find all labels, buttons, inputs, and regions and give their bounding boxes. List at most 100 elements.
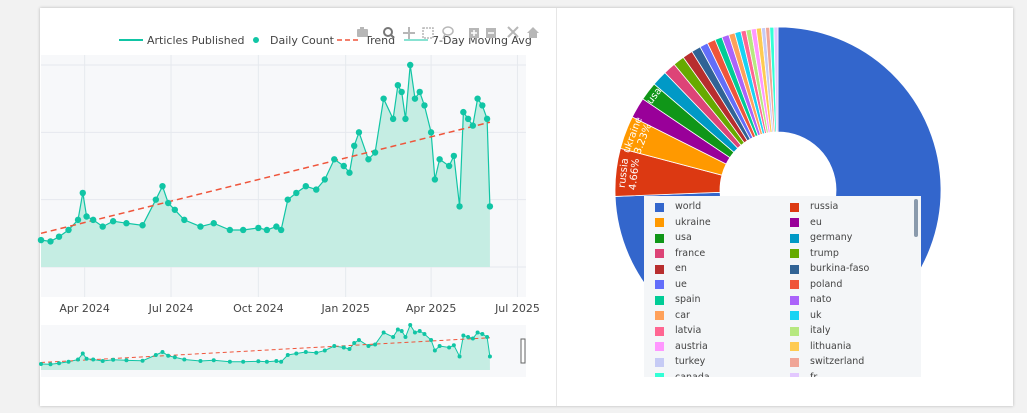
legend-swatch <box>790 280 799 289</box>
pan-icon[interactable] <box>403 27 415 39</box>
legend-daily-count[interactable]: Daily Count <box>270 34 335 47</box>
legend-swatch <box>655 264 664 274</box>
legend-item-france[interactable]: france <box>655 247 705 261</box>
home-icon[interactable] <box>527 27 539 38</box>
x-axis-ticks: Apr 2024 Jul 2024 Oct 2024 Jan 2025 Apr 2025… <box>59 302 539 315</box>
daily-count-point <box>450 152 458 160</box>
daily-count-point <box>416 88 423 96</box>
range-slider-point <box>80 351 85 356</box>
legend-label: italy <box>810 325 831 336</box>
daily-count-point <box>431 176 439 183</box>
legend-label: austria <box>675 340 708 352</box>
legend-dot-swatch <box>253 37 259 43</box>
range-slider-point <box>352 341 357 345</box>
legend-item-turkey[interactable]: turkey <box>655 355 705 369</box>
legend-item-en[interactable]: en <box>655 262 687 276</box>
legend-item-italy[interactable]: italy <box>790 324 830 338</box>
range-slider-point <box>470 336 475 341</box>
autoscale-icon[interactable] <box>507 26 519 38</box>
camera-icon[interactable] <box>357 27 368 37</box>
daily-count-point <box>55 233 63 240</box>
range-slider-point <box>153 353 158 357</box>
daily-count-point <box>123 220 130 227</box>
daily-count-point <box>460 108 467 116</box>
legend-label: en <box>675 263 687 274</box>
range-slider-point <box>48 362 53 367</box>
daily-count-point <box>355 129 363 136</box>
zoom-out-icon[interactable] <box>486 28 496 38</box>
legend-item-fr[interactable]: fr <box>790 371 817 377</box>
range-slider-point <box>285 353 290 357</box>
legend-item-car[interactable]: car <box>655 309 690 323</box>
legend-label: turkey <box>675 356 706 367</box>
range-slider-point <box>373 342 378 347</box>
legend-label: world <box>675 201 702 212</box>
x-tick-label: Jul 2025 <box>494 302 540 315</box>
legend-scrollbar[interactable] <box>914 199 918 237</box>
legend-item-ue[interactable]: ue <box>655 278 687 292</box>
legend-item-spain[interactable]: spain <box>655 293 700 307</box>
box-select-icon[interactable] <box>422 27 434 39</box>
range-slider-point <box>447 345 452 350</box>
legend-swatch <box>790 249 799 258</box>
range-slider-point <box>182 357 187 362</box>
legend-swatch <box>790 326 799 336</box>
legend-item-canada[interactable]: canada <box>655 371 710 377</box>
legend-item-uk[interactable]: uk <box>790 309 822 323</box>
timeline-chart[interactable]: Apr 2024 Jul 2024 Oct 2024 Jan 2025 Apr 2025… <box>0 0 556 413</box>
legend-swatch <box>655 357 664 367</box>
range-slider-point <box>417 329 422 333</box>
modebar[interactable] <box>357 26 539 40</box>
legend-item-germany[interactable]: germany <box>790 231 852 245</box>
legend-trend[interactable]: Trend <box>364 34 395 47</box>
legend-item-austria[interactable]: austria <box>655 340 708 354</box>
legend-articles-published[interactable]: Articles Published <box>147 34 244 47</box>
line-legend[interactable]: Articles Published Daily Count Trend 7-D… <box>119 34 532 47</box>
legend-item-latvia[interactable]: latvia <box>655 324 701 338</box>
zoom-icon[interactable] <box>383 27 395 39</box>
daily-count-point <box>380 95 387 102</box>
range-slider-point <box>211 358 216 363</box>
daily-count-point <box>74 216 82 224</box>
legend-item-nato[interactable]: nato <box>790 293 831 307</box>
legend-item-ukraine[interactable]: ukraine <box>655 216 711 230</box>
lasso-icon[interactable] <box>442 26 454 40</box>
legend-label: car <box>675 309 690 321</box>
daily-count-point <box>436 156 443 163</box>
legend-label: ue <box>675 278 687 290</box>
daily-count-point <box>389 115 397 123</box>
zoom-in-icon[interactable] <box>469 28 479 38</box>
legend-swatch <box>790 311 799 320</box>
range-slider-point <box>341 345 346 350</box>
legend-swatch <box>790 233 799 243</box>
range-slider-point <box>66 359 71 364</box>
range-slider-point <box>140 358 145 363</box>
legend-label: ukraine <box>675 216 711 228</box>
daily-count-point <box>284 196 291 203</box>
legend-item-lithuania[interactable]: lithuania <box>790 340 851 354</box>
daily-count-point <box>331 156 338 163</box>
pie-legend[interactable]: world russia ukraine eu usa germany france trum… <box>644 196 921 377</box>
legend-item-usa[interactable]: usa <box>655 231 692 245</box>
legend-item-poland[interactable]: poland <box>790 278 842 292</box>
legend-swatch <box>790 342 799 351</box>
daily-count-point <box>365 156 372 163</box>
legend-item-world[interactable]: world <box>655 200 701 214</box>
range-slider-point <box>432 348 437 353</box>
range-slider-handle[interactable] <box>520 338 526 364</box>
legend-item-eu[interactable]: eu <box>790 216 822 230</box>
legend-item-switzerland[interactable]: switzerland <box>790 355 864 369</box>
daily-count-point <box>411 95 419 102</box>
range-slider-point <box>480 332 485 336</box>
daily-count-point <box>239 226 247 234</box>
legend-item-russia[interactable]: russia <box>790 200 838 214</box>
range-slider-point <box>437 344 442 348</box>
legend-label: latvia <box>675 325 702 336</box>
legend-swatch <box>655 233 664 243</box>
daily-count-point <box>398 88 405 96</box>
daily-count-point <box>37 236 45 244</box>
legend-item-burkina-faso[interactable]: burkina-faso <box>790 262 869 276</box>
legend-moving-avg[interactable]: 7-Day Moving Avg <box>432 34 532 47</box>
daily-count-point <box>47 238 54 245</box>
legend-item-trump[interactable]: trump <box>790 247 839 261</box>
